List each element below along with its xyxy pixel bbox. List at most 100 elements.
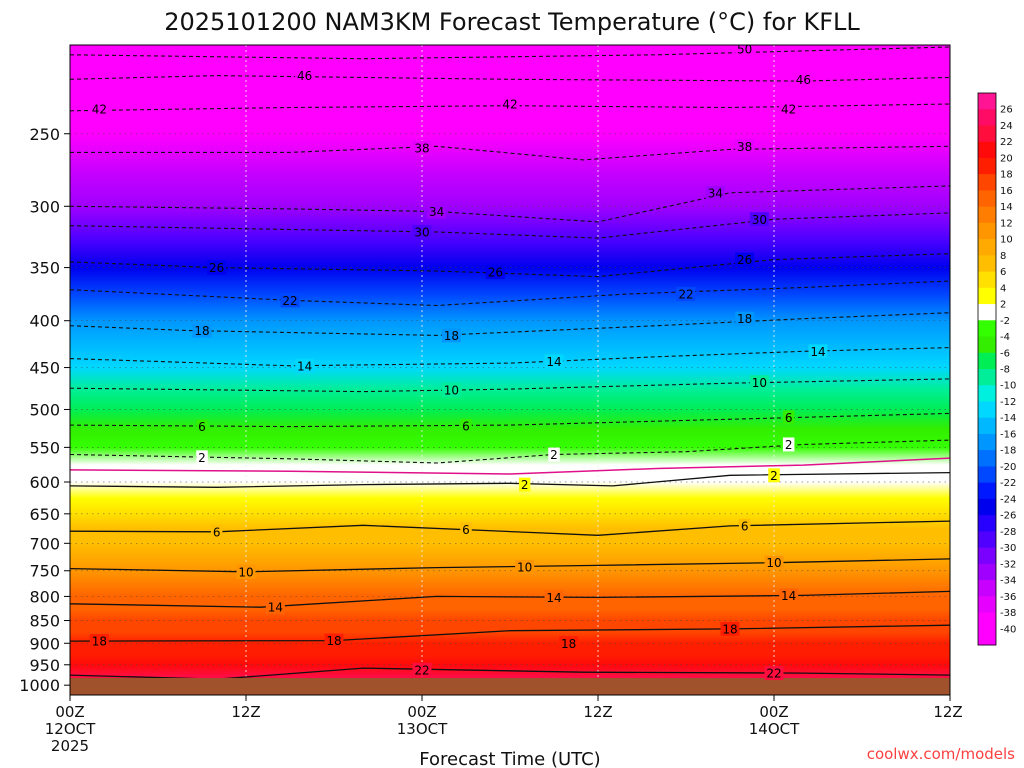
colorbar-label: -40 [1000,624,1016,635]
y-tick-label: 550 [29,438,60,457]
isotherm-label-bg [500,97,520,112]
isotherm-label-bg [89,102,109,117]
y-tick-label: 900 [29,634,60,653]
isotherm--38 [70,145,950,161]
colorbar-label: 22 [1000,137,1013,148]
isotherm-label-bg [210,524,223,539]
isotherm-label-bg [89,634,109,649]
isotherm--18 [70,312,950,336]
isotherm-label-bg [412,140,432,155]
isotherm--22 [70,280,950,307]
isotherm-label-22: 22 [414,663,429,677]
isotherm-label--38: 38 [737,140,752,154]
colorbar-label: -20 [1000,462,1016,473]
x-tick-label: 12OCT [45,720,96,738]
isotherm-label--42: 42 [502,98,517,112]
isotherm-label-bg [735,311,755,326]
isotherm-label-bg [735,139,755,154]
isotherm-label-bg [782,437,795,452]
isotherm-label-bg [280,293,300,308]
y-tick-label: 1000 [19,676,60,695]
isotherm-label-bg [764,555,784,570]
isotherm-label-bg [324,633,344,648]
isotherm-label-bg [735,252,755,267]
isotherm-label-6: 6 [462,523,470,537]
isotherm-label-bg [738,518,751,533]
colorbar-swatch [978,531,996,549]
colorbar-swatch [978,450,996,467]
isotherm-label-bg [735,45,755,56]
isotherm-label-bg [412,662,432,677]
isotherm-label-6: 6 [213,525,221,539]
colorbar-swatch [978,417,996,435]
isotherm-label-14: 14 [781,589,796,603]
isotherm-label-bg [720,621,740,636]
isotherm-label--42: 42 [92,103,107,117]
colorbar-swatch [978,563,996,581]
isotherm-label-bg [441,382,461,397]
colorbar-swatch [978,271,996,289]
isotherm-label--42: 42 [781,103,796,117]
y-tick-label: 850 [29,612,60,631]
y-tick-label: 650 [29,505,60,524]
isotherm-label-bg [236,564,256,579]
colorbar-swatch [978,174,996,191]
grid-lines [70,45,950,695]
colorbar-swatch [978,580,996,597]
isotherm-label-18: 18 [722,622,737,636]
colorbar-label: -10 [1000,381,1016,392]
isotherm--6 [70,412,950,428]
isotherm-label-14: 14 [546,591,561,605]
isotherm-label-bg [295,68,315,83]
colorbar-swatch [978,222,996,240]
isotherm-label-bg [793,72,813,87]
isotherm--30 [70,212,950,239]
isotherm-label-bg [460,418,472,433]
isotherm-label-bg [779,588,799,603]
isotherm-label-bg [768,468,780,483]
colorbar-label: -38 [1000,608,1016,619]
colorbar-swatch [978,206,996,224]
colorbar-swatch [978,498,996,516]
plot-border [69,44,951,696]
colorbar-label: -4 [1000,332,1010,343]
isotherm-label-bg [485,265,505,280]
isotherm-label-bg [705,185,725,200]
y-tick-label: 700 [29,534,60,553]
isotherm-label-bg [544,590,564,605]
isotherm-label--14: 14 [546,355,561,369]
colorbar-swatch [978,385,996,402]
isotherm-label--10: 10 [752,376,767,390]
x-tick-label: 12Z [583,703,612,721]
y-tick-label: 950 [29,656,60,675]
y-tick-label: 250 [29,125,60,144]
colorbar-label: -30 [1000,543,1016,554]
isotherm-label--26: 26 [488,266,503,280]
colorbar-label: -28 [1000,527,1016,538]
colorbar-label: 20 [1000,153,1013,164]
colorbar-label: -6 [1000,348,1010,359]
isotherm-label-bg [544,354,564,369]
colorbar-swatch [978,482,996,500]
x-tick-label: 00Z [407,703,436,721]
isotherm-label-bg [749,375,769,390]
colorbar-swatch [978,352,996,370]
isotherm-label-bg [518,477,531,492]
x-tick-label: 00Z [759,703,788,721]
isotherm-label-bg [207,260,227,275]
isotherm-label-bg [749,212,769,227]
colorbar-label: 6 [1000,267,1006,278]
colorbar-swatch [978,515,996,532]
isotherm-label--38: 38 [414,141,429,155]
isotherm-label--46: 46 [297,69,312,83]
isotherm-label-bg [192,323,212,338]
colorbar-label: 2 [1000,300,1006,311]
isotherm-label-14: 14 [268,601,283,615]
colorbar-label: -16 [1000,429,1016,440]
y-tick-label: 400 [29,312,60,331]
isotherm-label-18: 18 [326,634,341,648]
isotherm-label--6: 6 [462,419,470,433]
y-tick-label: 800 [29,587,60,606]
colorbar-swatch [978,596,996,614]
